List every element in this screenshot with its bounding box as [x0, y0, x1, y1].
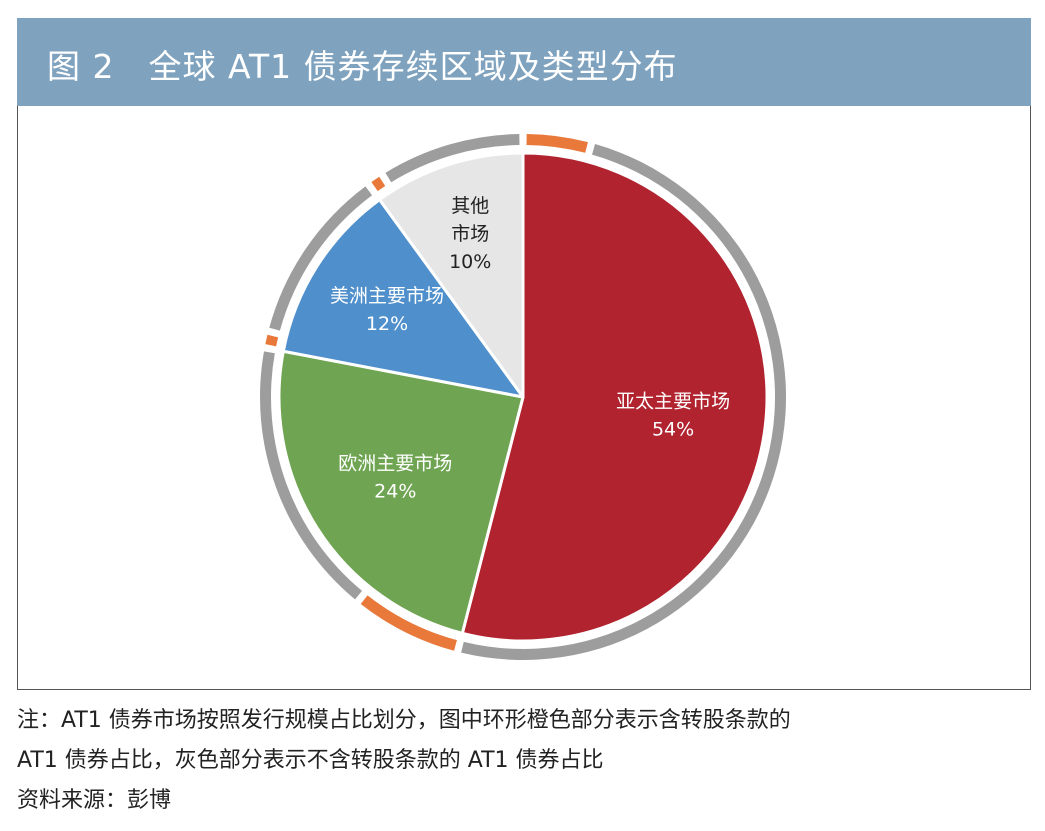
slice-value-label-0: 54% — [652, 418, 694, 440]
slice-value-label-2: 12% — [366, 313, 408, 335]
slice-value-label-1: 24% — [374, 481, 416, 503]
pie-slice-0 — [460, 151, 769, 643]
note-line-1: 注：AT1 债券市场按照发行规模占比划分，图中环形橙色部分表示含转股条款的 — [17, 708, 791, 733]
ring-orange-2 — [265, 334, 279, 347]
ring-gray-3 — [385, 134, 520, 183]
ring-orange-3 — [371, 176, 386, 192]
pie-slice-3 — [378, 151, 525, 399]
chart-title: 图 2 全球 AT1 债券存续区域及类型分布 — [47, 47, 678, 86]
chart-area: 亚太主要市场 54% 欧洲主要市场 24% 美洲主要市场 12% 其他市场 10% — [17, 106, 1031, 690]
ring-gray-1 — [260, 351, 363, 600]
slice-label-3: 其他 — [451, 195, 489, 217]
slice-label-1: 欧洲主要市场 — [338, 453, 452, 475]
slice-label-2: 美洲主要市场 — [330, 285, 444, 307]
pie-slice-1 — [277, 349, 525, 635]
ring-orange-1 — [360, 595, 457, 651]
note-line-2: AT1 债券占比，灰色部分表示不含转股条款的 AT1 债券占比 — [17, 748, 604, 773]
pie-slice-2 — [281, 198, 525, 399]
ring-gray-2 — [269, 186, 373, 331]
slice-label-3: 市场 — [451, 223, 489, 245]
slice-value-label-3: 10% — [449, 251, 491, 273]
ring-orange-0 — [526, 134, 588, 153]
slice-label-0: 亚太主要市场 — [616, 390, 730, 412]
source-text: 资料来源：彭博 — [17, 788, 172, 813]
title-bar: 图 2 全球 AT1 债券存续区域及类型分布 — [17, 18, 1031, 106]
